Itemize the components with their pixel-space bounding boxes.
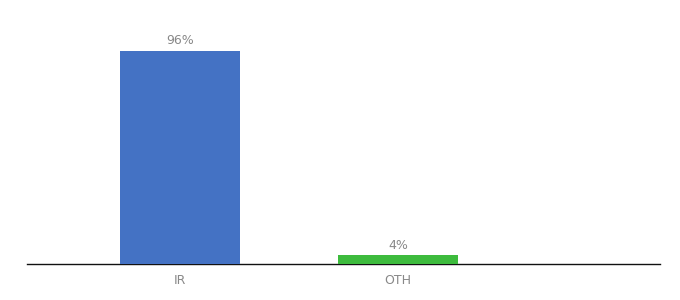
Text: 4%: 4% (388, 239, 408, 252)
Bar (120, 51, 240, 264)
Bar (338, 255, 458, 264)
Text: 96%: 96% (166, 34, 194, 47)
